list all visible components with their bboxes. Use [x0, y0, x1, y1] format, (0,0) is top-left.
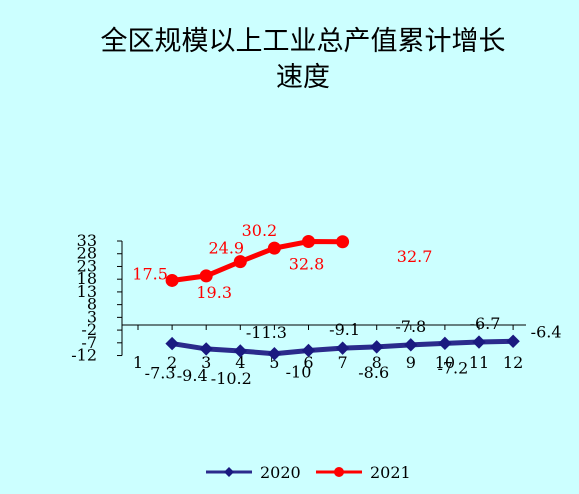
chart-title-line: 全区规模以上工业总产值累计增长 [101, 26, 506, 57]
x-tick-label: 3 [201, 353, 211, 372]
series-2020-data-label: -10 [286, 362, 312, 381]
series-2020-point [506, 334, 520, 348]
series-2021-data-label: 30.2 [242, 221, 278, 240]
series-2021-data-label: 32.8 [289, 255, 325, 274]
series-2020-data-label: -6.7 [470, 314, 501, 333]
x-tick-label: 8 [372, 353, 382, 372]
x-tick-label: 12 [503, 353, 523, 372]
series-2020-point [165, 336, 179, 351]
series-2020-point [438, 336, 452, 351]
series-2020-data-label: -9.4 [177, 366, 208, 385]
series [165, 235, 520, 361]
chart-title-line: 速度 [276, 62, 330, 93]
series-2020-point [233, 344, 248, 358]
x-tick-label: 4 [235, 353, 245, 372]
series-2021-data-label: 32.7 [397, 247, 433, 266]
legend-item-2020-marker [224, 467, 234, 477]
series-2021-point [267, 241, 281, 255]
series-2020-point [199, 342, 213, 356]
series-2020-point [267, 347, 282, 361]
y-tick-label: -7 [81, 333, 97, 352]
series-2020-data-label: -6.4 [531, 322, 562, 341]
series-2021-point [165, 273, 179, 287]
x-tick-label: 5 [269, 353, 279, 372]
y-tick-label: 33 [77, 231, 97, 250]
series-2020-data-label: -7.3 [145, 364, 176, 383]
y-tick-label: 13 [77, 282, 97, 301]
y-tick-label: 3 [87, 307, 97, 326]
series-2021-data-label: 19.3 [196, 283, 232, 302]
y-tick-label: 18 [77, 269, 97, 288]
x-tick-label: 9 [406, 353, 416, 372]
series-2021-point [302, 235, 315, 249]
series-2020-point [404, 338, 418, 352]
data-labels: -7.3 -9.4 -10.2 -11.3 -10 -9.1 -8.6 -7.8 -7.2 -6.… [132, 221, 561, 388]
x-tick-label: 6 [303, 353, 313, 372]
series-2020-data-label: -7.8 [395, 317, 426, 336]
y-tick-label: 28 [77, 244, 97, 263]
x-tick-label: 2 [167, 353, 177, 372]
legend-item-2020-label: 2020 [260, 463, 301, 482]
x-tick-label: 1 [133, 353, 143, 372]
series-2020-data-label: -8.6 [358, 363, 389, 382]
series-2020-point [335, 341, 350, 355]
series-2020-data-label: -11.3 [246, 323, 287, 342]
y-tick-label: -2 [81, 320, 97, 339]
x-tick-label: 7 [338, 353, 348, 372]
series-2021-data-label: 17.5 [132, 264, 168, 283]
legend-item-2021-marker [334, 467, 344, 477]
legend-item-2021-label: 2021 [370, 463, 411, 482]
y-tick-label: -12 [71, 346, 97, 365]
legend: 2020 2021 [206, 463, 411, 482]
series-2020-data-label: -10.2 [211, 369, 252, 388]
x-tick-label: 11 [469, 353, 489, 372]
series-2020-point [472, 335, 486, 349]
series-2021-data-label: 24.9 [208, 239, 244, 258]
series-2020-point [369, 340, 384, 354]
series-2020-point [301, 343, 316, 358]
series-2020-data-label: -9.1 [329, 320, 360, 339]
series-2021-point [336, 235, 350, 249]
series-2021-point [233, 255, 247, 269]
series-2021-point [199, 269, 213, 283]
x-tick-label: 10 [435, 353, 455, 372]
y-tick-label: 23 [77, 256, 97, 275]
series-2020-data-label: -7.2 [437, 358, 468, 377]
y-tick-label: 8 [87, 295, 97, 314]
